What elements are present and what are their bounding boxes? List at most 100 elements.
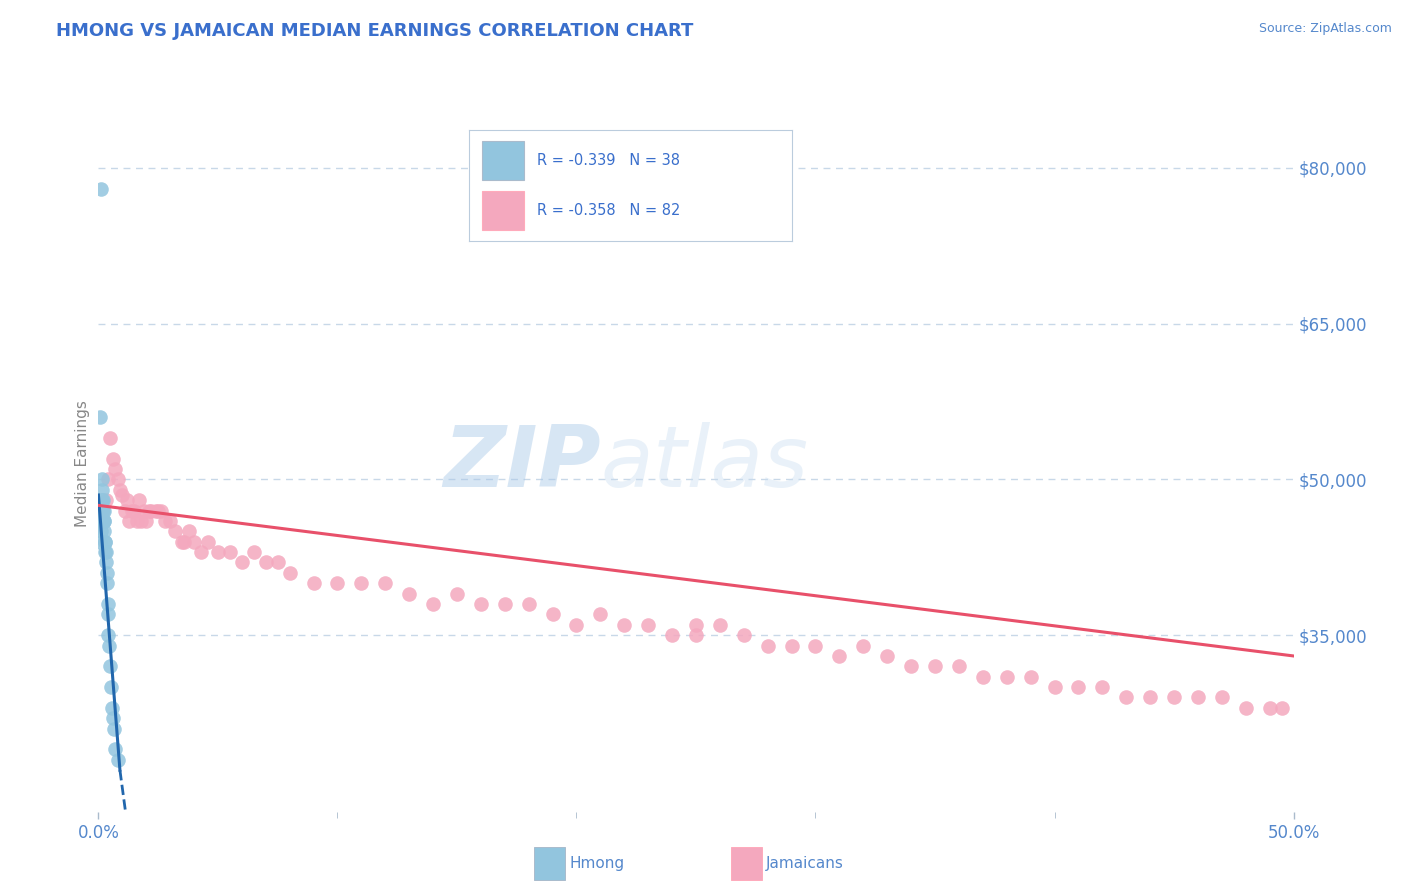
Point [254,556,277,570]
Point [91,483,114,497]
Point [219,545,242,559]
Point [135,514,157,528]
Point [190,545,212,559]
Point [97,607,120,622]
Point [91,503,114,517]
Point [100,701,122,715]
Point [103,722,125,736]
Point [94,556,117,570]
Point [163,524,186,539]
Point [93,524,115,539]
Point [159,514,181,528]
Point [1115,690,1137,705]
Point [197,534,219,549]
Text: Jamaicans: Jamaicans [766,856,844,871]
Point [1163,690,1185,705]
Point [93,514,115,528]
Point [685,617,707,632]
Point [90,493,112,508]
Point [173,534,195,549]
Text: ZIP: ZIP [443,422,600,506]
Point [94,493,117,508]
Point [422,597,444,611]
Point [494,597,516,611]
Point [90,514,112,528]
Point [589,607,612,622]
Text: atlas: atlas [600,422,808,506]
Text: HMONG VS JAMAICAN MEDIAN EARNINGS CORRELATION CHART: HMONG VS JAMAICAN MEDIAN EARNINGS CORREL… [56,22,693,40]
Point [90,181,112,195]
Point [100,680,122,694]
Point [98,659,121,673]
Point [94,545,117,559]
Point [565,617,588,632]
Point [101,711,124,725]
Point [91,493,114,508]
Point [733,628,755,642]
Point [1067,680,1090,694]
Point [115,493,138,508]
Point [852,639,875,653]
Point [104,742,127,756]
Point [98,639,121,653]
Point [828,648,851,663]
Point [111,488,134,502]
Point [97,628,120,642]
Point [91,514,114,528]
Point [148,503,170,517]
Point [118,514,141,528]
Point [267,556,290,570]
Point [876,648,898,663]
Point [1019,670,1042,684]
Point [374,576,396,591]
Point [89,410,111,425]
Point [145,503,167,517]
Point [948,659,970,673]
Point [98,431,122,445]
Point [172,534,194,549]
Point [114,503,136,517]
Point [91,503,114,517]
Point [995,670,1018,684]
Point [278,566,301,580]
Point [131,514,153,528]
Point [121,503,143,517]
Point [179,524,201,539]
Point [139,503,162,517]
Point [93,503,115,517]
Point [446,587,468,601]
Point [1234,701,1257,715]
Point [350,576,373,591]
Point [924,659,946,673]
Point [1258,701,1281,715]
Point [93,534,115,549]
Point [91,472,114,486]
Point [900,659,922,673]
Point [517,597,540,611]
Point [104,462,127,476]
Point [93,514,115,528]
Point [613,617,636,632]
Point [124,503,146,517]
Point [107,472,129,486]
Point [96,597,118,611]
Point [101,451,124,466]
Point [132,503,155,517]
Point [94,545,117,559]
Point [1271,701,1294,715]
Point [972,670,994,684]
Point [90,514,112,528]
Point [1043,680,1066,694]
Point [709,617,731,632]
Point [1091,680,1114,694]
Point [637,617,659,632]
Point [398,587,420,601]
Point [96,566,118,580]
Point [125,514,148,528]
Point [183,534,205,549]
Point [1211,690,1233,705]
Point [1139,690,1161,705]
Point [756,639,779,653]
Point [326,576,349,591]
Point [138,503,160,517]
